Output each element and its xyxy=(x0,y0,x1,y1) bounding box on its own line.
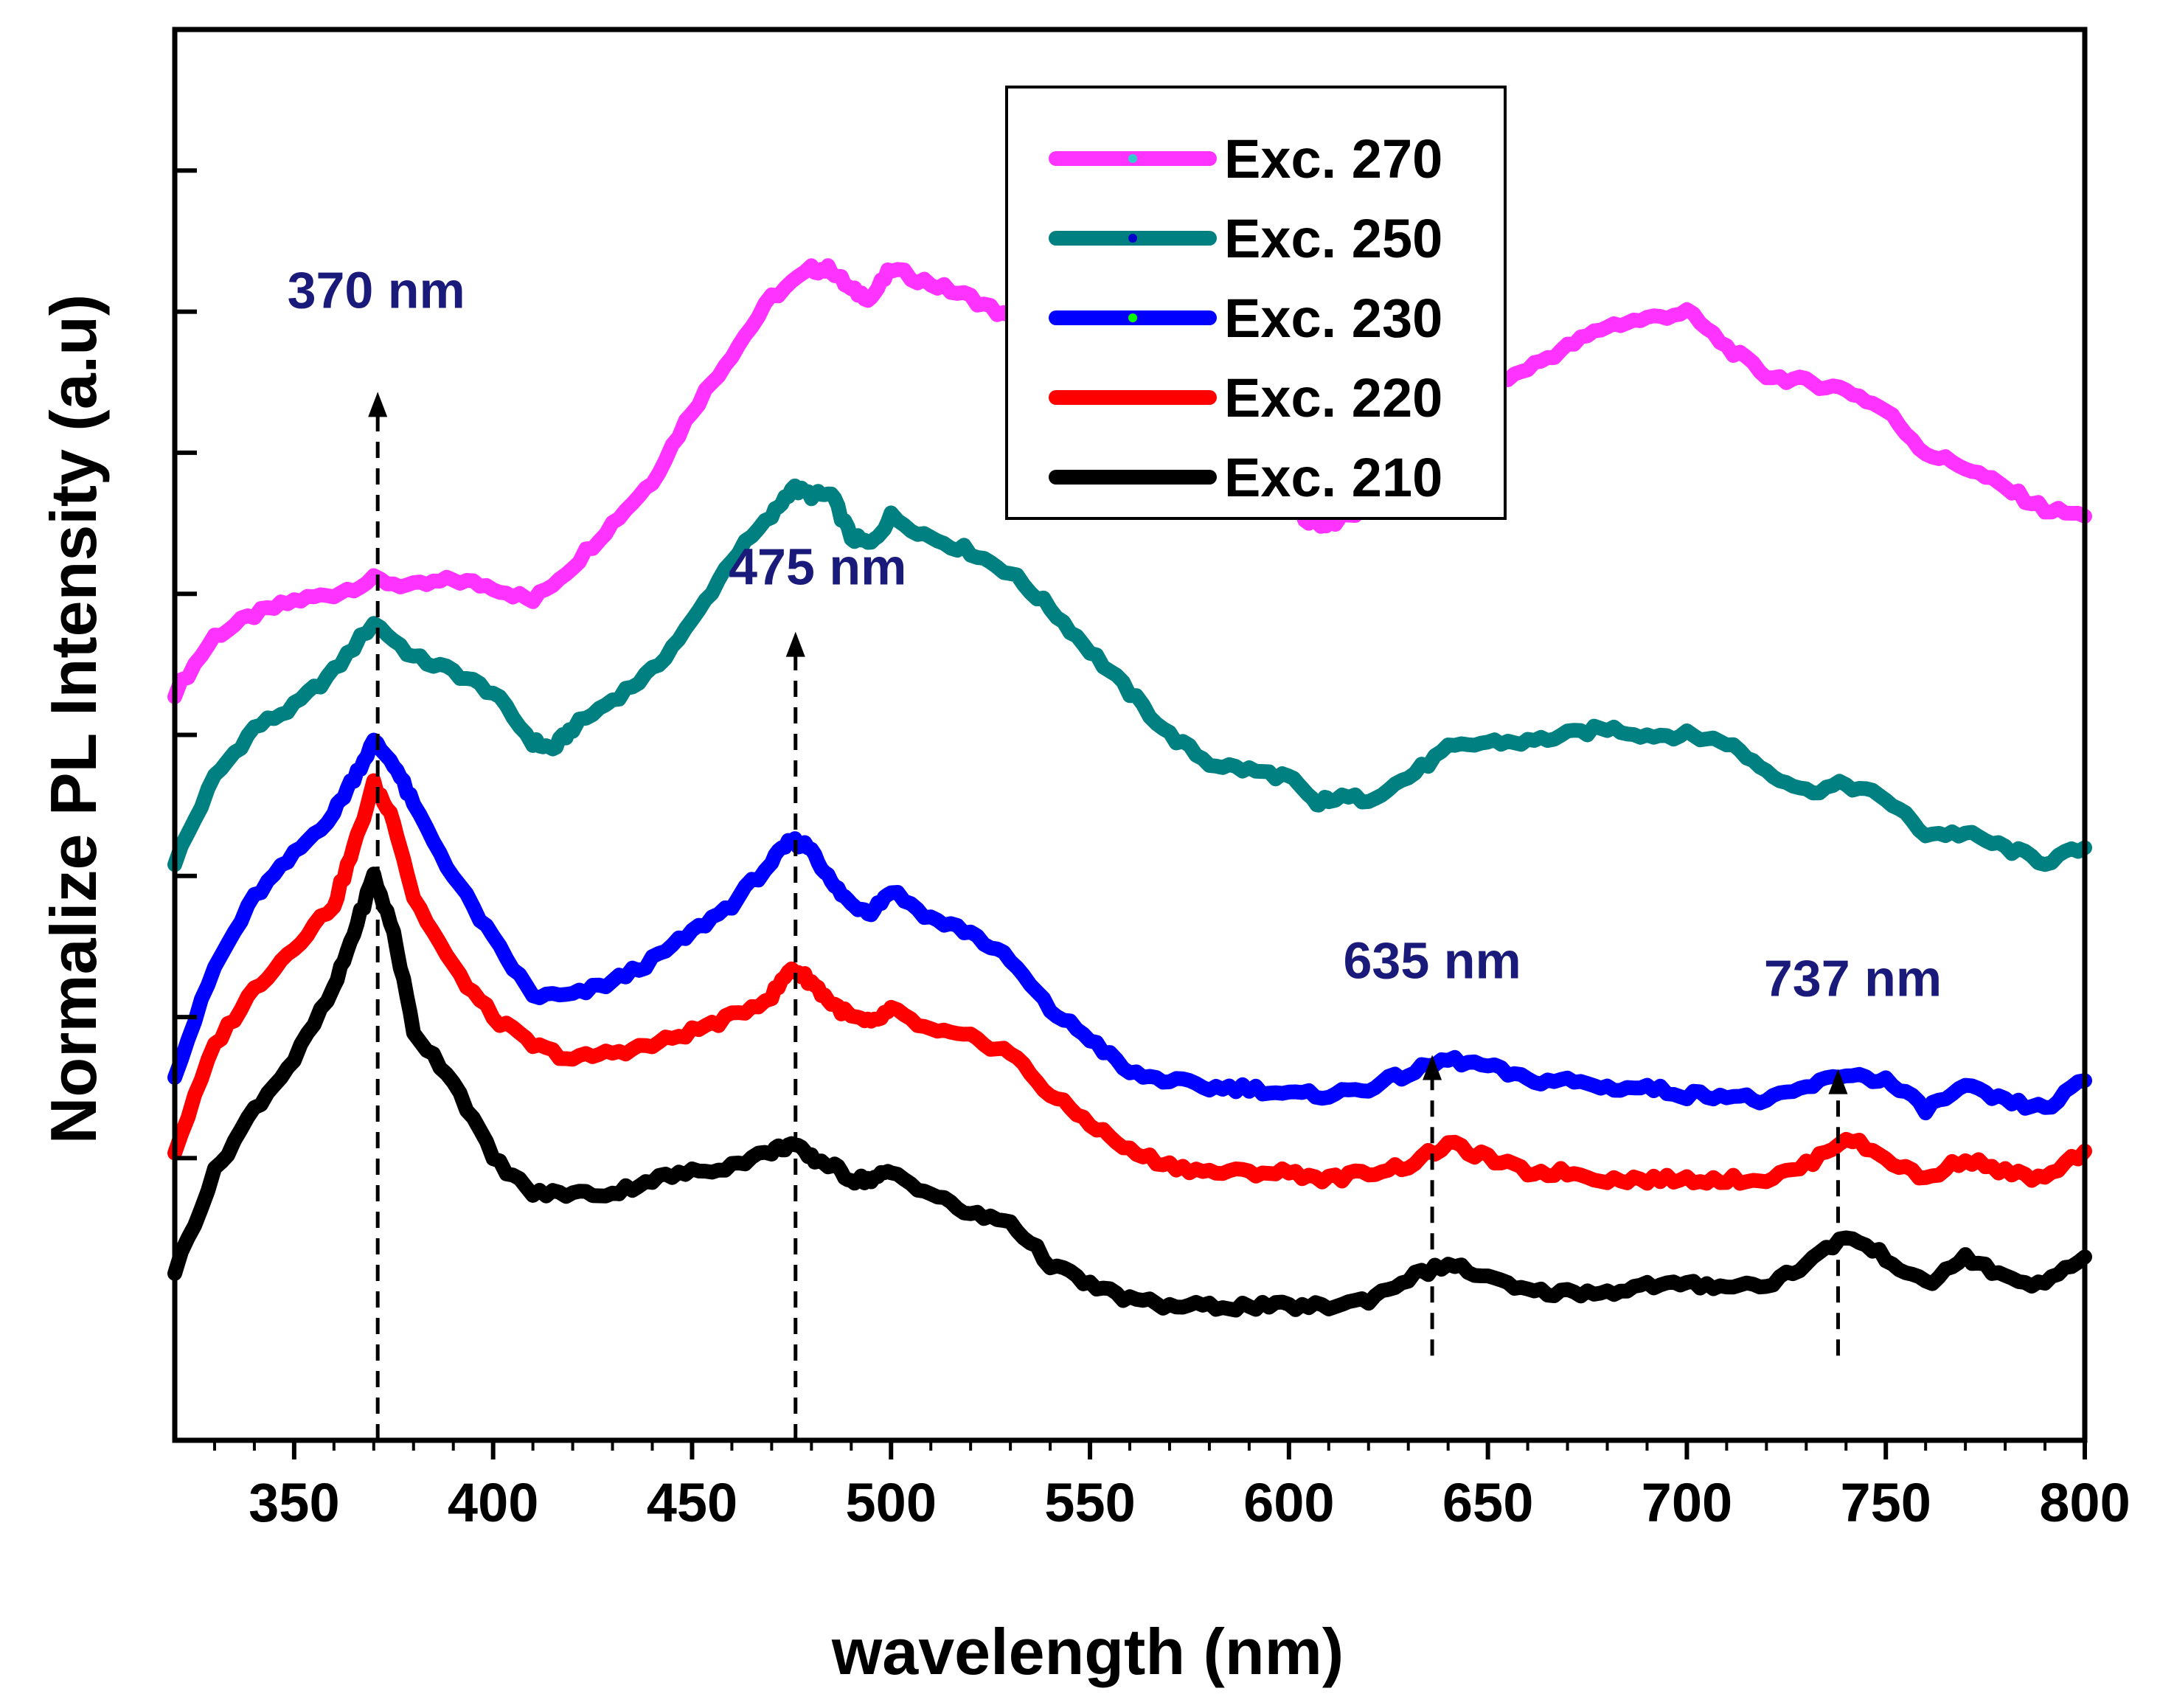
x-tick-label: 600 xyxy=(1243,1472,1334,1533)
x-tick-label: 750 xyxy=(1840,1472,1931,1533)
x-tick-label: 450 xyxy=(647,1472,737,1533)
x-tick-label: 650 xyxy=(1442,1472,1533,1533)
legend-label: Exc. 210 xyxy=(1224,447,1442,508)
series-line-exc-220 xyxy=(167,773,2092,1191)
annotation-label: 737 nm xyxy=(1764,950,1942,1007)
annotation-arrowhead xyxy=(1423,1055,1442,1080)
annotation-label: 370 nm xyxy=(288,261,465,319)
annotation-layer: 370 nm 475 nm 635 nm 737 nm xyxy=(288,261,1942,1440)
x-tick-label: 550 xyxy=(1044,1472,1135,1533)
annotation-arrowhead xyxy=(785,631,805,657)
legend-marker xyxy=(1128,313,1137,322)
y-axis xyxy=(173,168,197,1161)
x-tick-label: 800 xyxy=(2039,1472,2130,1533)
legend-marker xyxy=(1128,473,1137,482)
legend-label: Exc. 220 xyxy=(1224,367,1442,428)
x-tick-label: 700 xyxy=(1642,1472,1732,1533)
x-tick-label: 500 xyxy=(846,1472,937,1533)
legend-label: Exc. 230 xyxy=(1224,288,1442,349)
legend: Exc. 270 Exc. 250 Exc. 230 Exc. 220 Exc. 210 xyxy=(1005,86,1507,520)
legend-box xyxy=(1005,86,1507,520)
annotation-arrowhead xyxy=(1828,1069,1848,1094)
legend-label: Exc. 270 xyxy=(1224,128,1442,190)
series-line-exc-250 xyxy=(167,478,2092,872)
series-line-exc-210 xyxy=(167,867,2092,1318)
annotation-label: 635 nm xyxy=(1343,931,1521,989)
series-line-exc-230 xyxy=(167,732,2092,1121)
legend-marker xyxy=(1128,393,1137,402)
legend-label: Exc. 250 xyxy=(1224,208,1442,269)
annotation-arrowhead xyxy=(368,392,388,417)
legend-marker xyxy=(1128,154,1137,163)
x-axis: 350 400 450 500 550 600 650 700 750 800 xyxy=(212,1440,2131,1533)
x-axis-title: wavelength (nm) xyxy=(831,1615,1344,1688)
y-axis-title: Normalize PL Intensity (a.u) xyxy=(37,294,110,1144)
annotation-label: 475 nm xyxy=(729,538,906,596)
legend-marker xyxy=(1128,234,1137,243)
x-tick-label: 350 xyxy=(249,1472,339,1533)
x-tick-label: 400 xyxy=(448,1472,538,1533)
